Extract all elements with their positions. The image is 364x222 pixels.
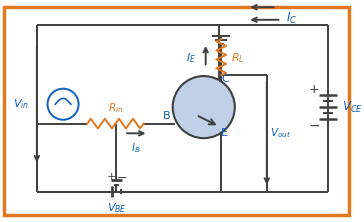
Text: $-$: $-$	[308, 118, 320, 132]
Text: $R_L$: $R_L$	[231, 51, 245, 65]
Text: +: +	[309, 83, 320, 96]
Text: C: C	[221, 74, 229, 84]
Text: $I_E$: $I_E$	[186, 51, 196, 65]
Text: $I_C$: $I_C$	[286, 11, 297, 26]
Circle shape	[48, 89, 79, 120]
FancyBboxPatch shape	[4, 7, 349, 215]
Text: B: B	[163, 111, 171, 121]
Text: E: E	[221, 129, 228, 139]
Text: $V_{in}$: $V_{in}$	[13, 97, 29, 111]
Text: $V_{BE}$: $V_{BE}$	[107, 201, 126, 215]
Circle shape	[173, 76, 235, 138]
Text: +: +	[107, 172, 116, 182]
Text: $V_{CE}$: $V_{CE}$	[341, 100, 363, 115]
Text: $-$: $-$	[116, 171, 127, 184]
Text: $I_B$: $I_B$	[131, 141, 141, 155]
Text: $V_{out}$: $V_{out}$	[270, 126, 291, 140]
Text: $R_{in}$: $R_{in}$	[108, 101, 123, 115]
